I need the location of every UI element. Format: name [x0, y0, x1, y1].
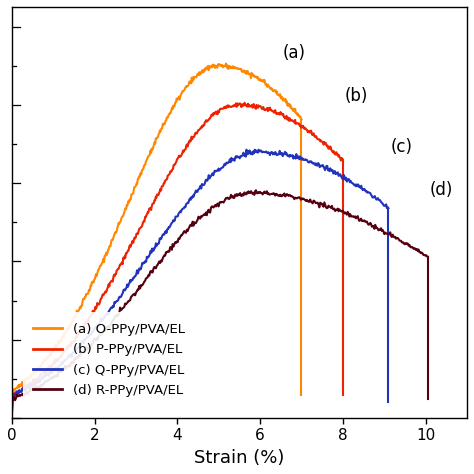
Text: (a): (a)	[283, 44, 306, 62]
(a) O-PPy/PVA/EL	[166, 112, 172, 118]
Text: (c): (c)	[391, 138, 412, 156]
(c) Q-PPy/PVA/EL	[233, 154, 239, 159]
(d) R-PPy/PVA/EL	[207, 209, 212, 215]
(c) Q-PPy/PVA/EL	[188, 197, 193, 202]
(b) P-PPy/PVA/EL	[206, 117, 212, 122]
(c) Q-PPy/PVA/EL	[256, 147, 262, 153]
(b) P-PPy/PVA/EL	[281, 114, 287, 120]
(d) R-PPy/PVA/EL	[416, 246, 421, 252]
(d) R-PPy/PVA/EL	[257, 189, 263, 195]
(b) P-PPy/PVA/EL	[188, 138, 194, 144]
(d) R-PPy/PVA/EL	[234, 191, 240, 197]
Text: (b): (b)	[345, 87, 368, 105]
(a) O-PPy/PVA/EL	[223, 61, 229, 66]
Text: (d): (d)	[430, 181, 453, 199]
(d) R-PPy/PVA/EL	[425, 254, 430, 260]
Line: (d) R-PPy/PVA/EL: (d) R-PPy/PVA/EL	[12, 191, 428, 418]
X-axis label: Strain (%): Strain (%)	[194, 449, 284, 467]
(a) O-PPy/PVA/EL	[299, 117, 304, 122]
(b) P-PPy/PVA/EL	[242, 100, 247, 106]
(c) Q-PPy/PVA/EL	[385, 205, 391, 211]
Line: (b) P-PPy/PVA/EL: (b) P-PPy/PVA/EL	[12, 103, 343, 418]
(d) R-PPy/PVA/EL	[209, 204, 215, 210]
(c) Q-PPy/PVA/EL	[213, 169, 219, 174]
(c) Q-PPy/PVA/EL	[319, 163, 324, 168]
(d) R-PPy/PVA/EL	[9, 415, 15, 421]
(a) O-PPy/PVA/EL	[9, 415, 15, 421]
(c) Q-PPy/PVA/EL	[190, 193, 196, 199]
(d) R-PPy/PVA/EL	[351, 213, 356, 219]
(a) O-PPy/PVA/EL	[148, 150, 154, 156]
Line: (a) O-PPy/PVA/EL: (a) O-PPy/PVA/EL	[12, 64, 301, 418]
(a) O-PPy/PVA/EL	[182, 87, 187, 93]
(b) P-PPy/PVA/EL	[340, 158, 346, 164]
(a) O-PPy/PVA/EL	[146, 153, 152, 158]
(c) Q-PPy/PVA/EL	[9, 415, 15, 421]
(b) P-PPy/PVA/EL	[168, 169, 174, 175]
(c) Q-PPy/PVA/EL	[377, 197, 383, 203]
(a) O-PPy/PVA/EL	[292, 106, 298, 112]
(b) P-PPy/PVA/EL	[9, 415, 15, 421]
Legend: (a) O-PPy/PVA/EL, (b) P-PPy/PVA/EL, (c) Q-PPy/PVA/EL, (d) R-PPy/PVA/EL: (a) O-PPy/PVA/EL, (b) P-PPy/PVA/EL, (c) …	[23, 312, 196, 407]
(b) P-PPy/PVA/EL	[333, 152, 338, 157]
(b) P-PPy/PVA/EL	[166, 172, 172, 177]
(a) O-PPy/PVA/EL	[247, 71, 253, 77]
(d) R-PPy/PVA/EL	[253, 188, 259, 193]
Line: (c) Q-PPy/PVA/EL: (c) Q-PPy/PVA/EL	[12, 150, 388, 418]
